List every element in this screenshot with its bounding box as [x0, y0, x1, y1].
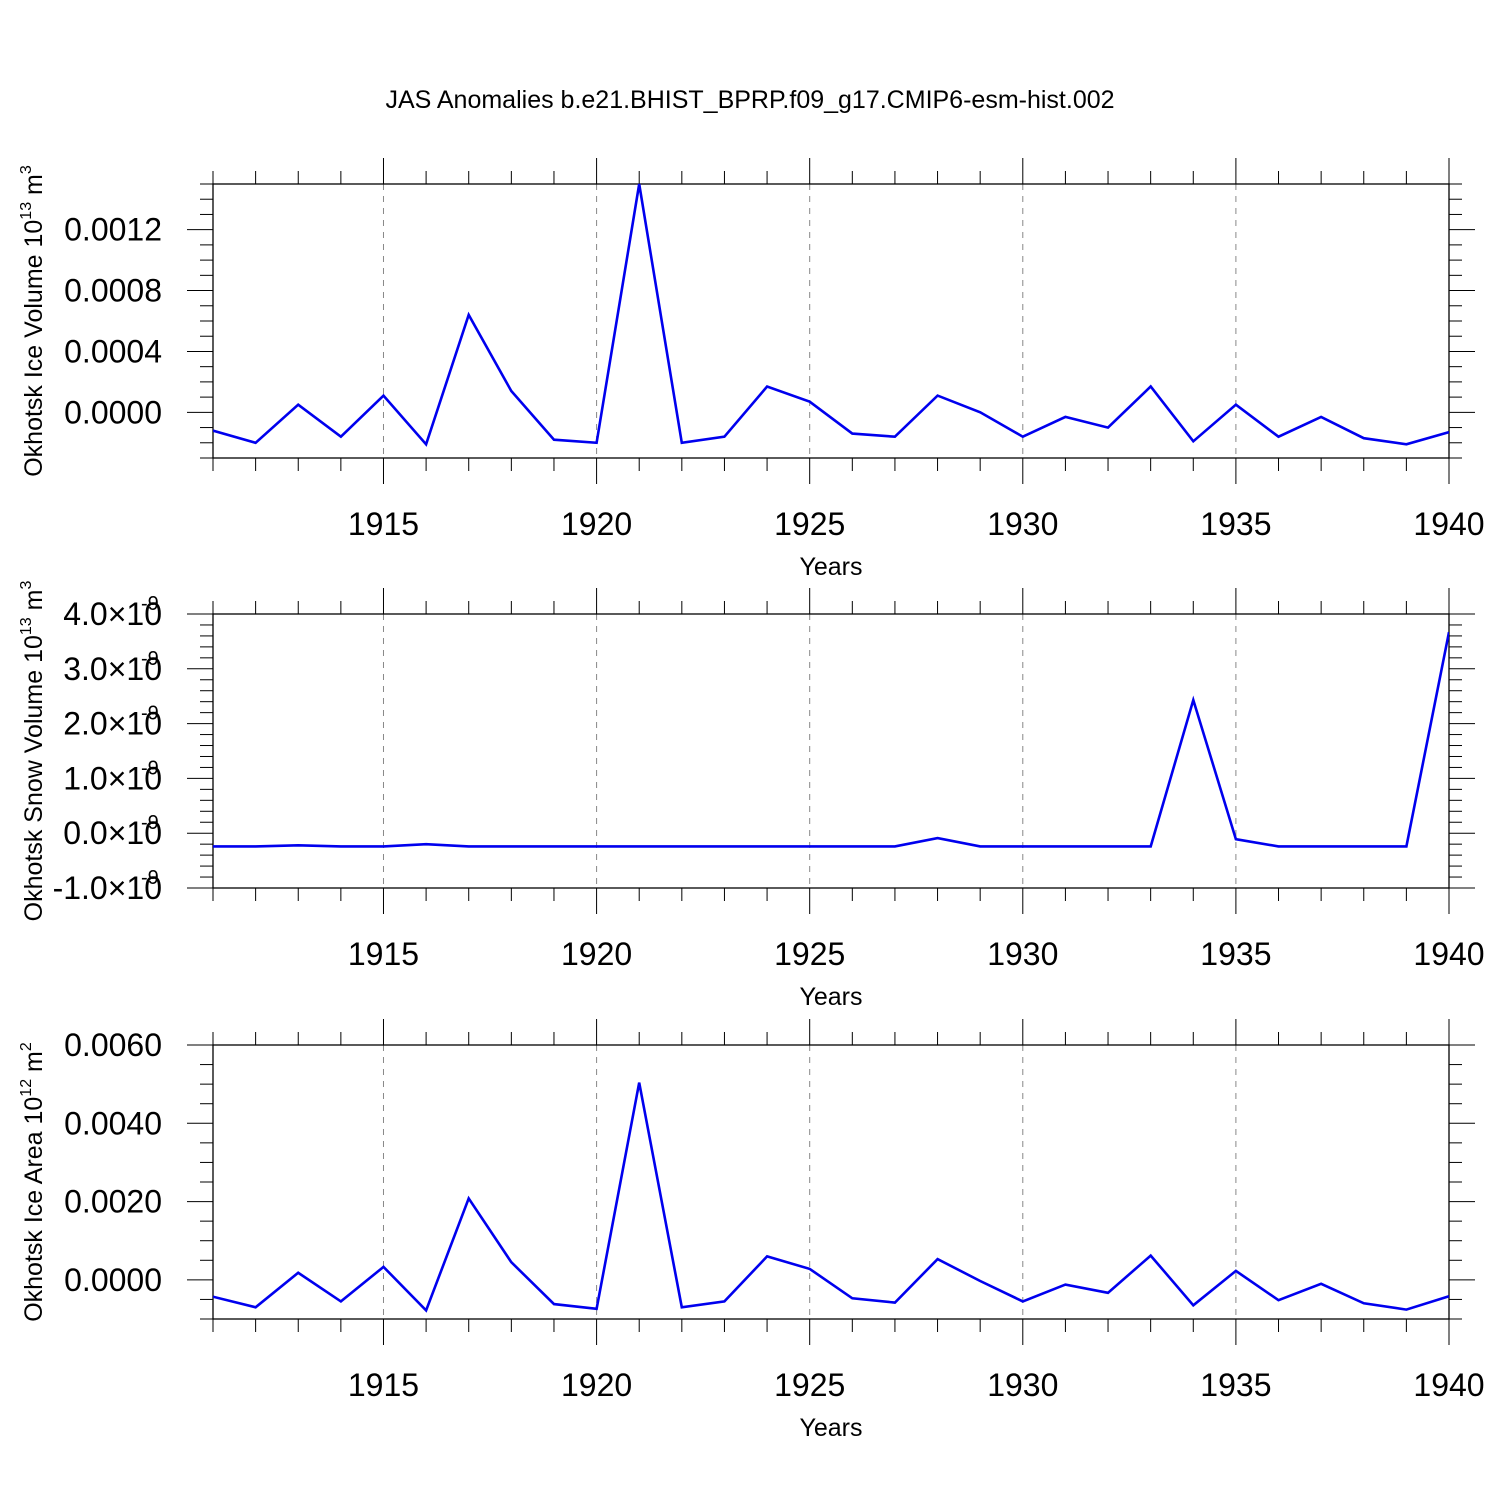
panel-2: 1915 1920 1925 1930 1935 1940Years-1.0×10-90.…	[18, 581, 1485, 1011]
x-tick-label: 1940	[1413, 936, 1484, 972]
x-tick-label: 1915	[348, 1367, 419, 1403]
y-tick-label: 0.0040	[64, 1105, 162, 1141]
y-tick-label: 2.0×10	[63, 706, 162, 742]
y-tick-label: 0.0020	[64, 1184, 162, 1220]
x-tick-label: 1935	[1200, 506, 1271, 542]
x-tick-label: 1935	[1200, 936, 1271, 972]
chart-panels: 1915 1920 1925 1930 1935 1940 Years 0.0000 0.000…	[18, 158, 1485, 1442]
y-tick-label-exponent: -9	[141, 757, 159, 779]
chart-title: JAS Anomalies b.e21.BHIST_BPRP.f09_g17.C…	[385, 86, 1114, 114]
y-axis-title: Okhotsk Ice Area 1012 m2	[18, 1042, 48, 1322]
y-tick-label-exponent: -9	[141, 703, 159, 725]
y-tick-label: 0.0060	[64, 1027, 162, 1063]
x-tick-label: 1920	[561, 1367, 632, 1403]
series-line	[213, 183, 1449, 447]
x-tick-label: 1935	[1200, 1367, 1271, 1403]
series-line	[213, 1082, 1449, 1313]
y-tick-label: 0.0000	[64, 1262, 162, 1298]
x-axis-title: Years	[799, 553, 862, 581]
panel-1: 1915 1920 1925 1930 1935 1940 Years 0.0000 0.000…	[18, 158, 1485, 581]
y-tick-label: 0.0004	[64, 333, 162, 369]
y-tick-label: 0.0008	[64, 273, 162, 309]
x-tick-label: 1925	[774, 1367, 845, 1403]
x-tick-label: 1940	[1413, 1367, 1484, 1403]
x-tick-label: 1930	[987, 936, 1058, 972]
x-tick-label: 1930	[987, 506, 1058, 542]
x-tick-label: 1920	[561, 506, 632, 542]
series-line	[213, 631, 1449, 848]
x-tick-label: 1925	[774, 506, 845, 542]
x-tick-label: 1915	[348, 506, 419, 542]
y-tick-label-exponent: -9	[141, 593, 159, 615]
x-tick-label: 1940	[1413, 506, 1484, 542]
y-tick-label: 1.0×10	[63, 760, 162, 796]
x-axis-title: Years	[799, 1414, 862, 1442]
x-tick-label: 1930	[987, 1367, 1058, 1403]
y-tick-label-exponent: -9	[141, 812, 159, 834]
y-axis-title: Okhotsk Ice Volume 1013 m3	[18, 165, 48, 477]
y-tick-label: 4.0×10	[63, 596, 162, 632]
y-tick-label: -1.0×10	[53, 870, 162, 906]
x-axis-title: Years	[799, 983, 862, 1011]
y-tick-label: 0.0×10	[63, 815, 162, 851]
y-tick-label: 0.0012	[64, 212, 162, 248]
y-tick-label: 0.0000	[64, 394, 162, 430]
y-tick-label-exponent: -9	[141, 867, 159, 889]
x-tick-label: 1925	[774, 936, 845, 972]
panel-3: 1915 1920 1925 1930 1935 1940 Years 0.0000 0.002…	[18, 1019, 1485, 1442]
plot-frame	[212, 1044, 1450, 1320]
y-tick-label: 3.0×10	[63, 651, 162, 687]
plot-frame	[212, 613, 1450, 889]
y-tick-label-exponent: -9	[141, 648, 159, 670]
x-tick-label: 1920	[561, 936, 632, 972]
y-axis-title: Okhotsk Snow Volume 1013 m3	[18, 581, 48, 922]
x-tick-label: 1915	[348, 936, 419, 972]
